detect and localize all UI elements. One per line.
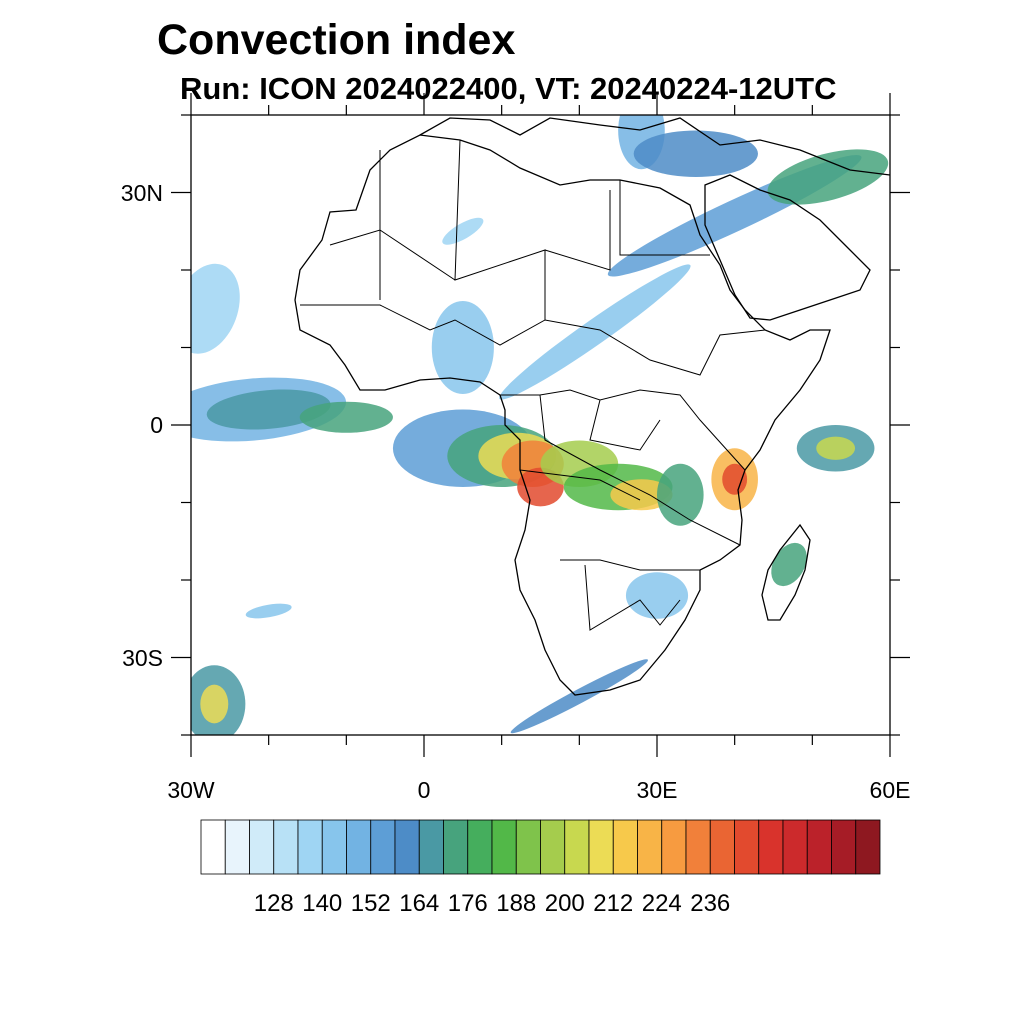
convection-cell [722,463,748,495]
colorbar-label: 128 [253,890,294,917]
chart-title: Convection index [157,16,516,64]
colorbar-label: 188 [496,890,537,917]
colorbar-swatch [491,819,517,875]
colorbar-label: 236 [690,890,731,917]
borders-central-africa [500,389,746,631]
colorbar-label: 176 [447,890,488,917]
lon-tick-label: 30W [167,777,215,803]
colorbar-label: 224 [641,890,682,917]
colorbar-swatch [685,819,711,875]
borders-north-africa [300,139,766,376]
colorbar-swatch [273,819,299,875]
convection-cell [191,263,240,354]
madagascar-coastline [761,523,811,621]
lon-tick-label: 60E [869,777,911,803]
colorbar-swatch [758,819,784,875]
colorbar-swatch [806,819,832,875]
convection-cell [771,542,807,587]
colorbar-swatch [370,819,396,875]
convection-field [191,115,889,735]
colorbar-swatch [346,819,372,875]
colorbar-label: 164 [399,890,440,917]
colorbar-swatch [418,819,444,875]
arabia-coastline [704,174,871,321]
convection-cell [767,149,889,205]
axis-ticks [171,93,910,757]
colorbar-swatch [782,819,808,875]
convection-cell [657,463,704,526]
colorbar-label: 140 [302,890,343,917]
colorbar-swatch [249,819,275,875]
colorbar-swatch [321,819,347,875]
colorbar-swatch [855,819,881,875]
colorbar-swatch [224,819,250,875]
colorbar-swatch [467,819,493,875]
convection-cell [442,217,484,245]
colorbar-swatch [831,819,857,875]
convection-cell [499,264,691,400]
colorbar-label: 212 [593,890,634,917]
colorbar-swatch [297,819,323,875]
convection-cell [816,436,856,460]
lat-tick-label: 0 [150,412,163,438]
convection-cell [245,603,292,619]
colorbar-swatch [540,819,566,875]
convection-cell [625,572,689,619]
colorbar-swatch [564,819,590,875]
colorbar-swatch [200,819,226,875]
colorbar-swatch [661,819,687,875]
convection-cell [206,389,331,430]
colorbar [200,819,881,875]
africa-coastline [294,134,831,696]
convection-cell [633,130,758,177]
lat-tick-label: 30N [120,179,163,206]
convection-cell [431,301,494,394]
convection-cell [510,659,648,734]
europe-coastline [419,117,890,176]
colorbar-swatch [443,819,469,875]
convection-cell [610,479,673,511]
convection-cell [299,401,393,433]
colorbar-label: 200 [544,890,585,917]
colorbar-swatch [734,819,760,875]
coastlines [294,117,890,696]
chart-subtitle: Run: ICON 2024022400, VT: 20240224-12UTC [180,71,837,106]
lon-tick-label: 30E [636,777,678,803]
colorbar-label: 152 [350,890,391,917]
colorbar-swatch [612,819,638,875]
colorbar-swatch [709,819,735,875]
convection-cell [200,684,229,724]
lat-tick-label: 30S [122,644,163,671]
colorbar-swatch [515,819,541,875]
colorbar-swatch [588,819,614,875]
colorbar-swatch [637,819,663,875]
colorbar-swatch [394,819,420,875]
lon-tick-label: 0 [417,777,431,803]
